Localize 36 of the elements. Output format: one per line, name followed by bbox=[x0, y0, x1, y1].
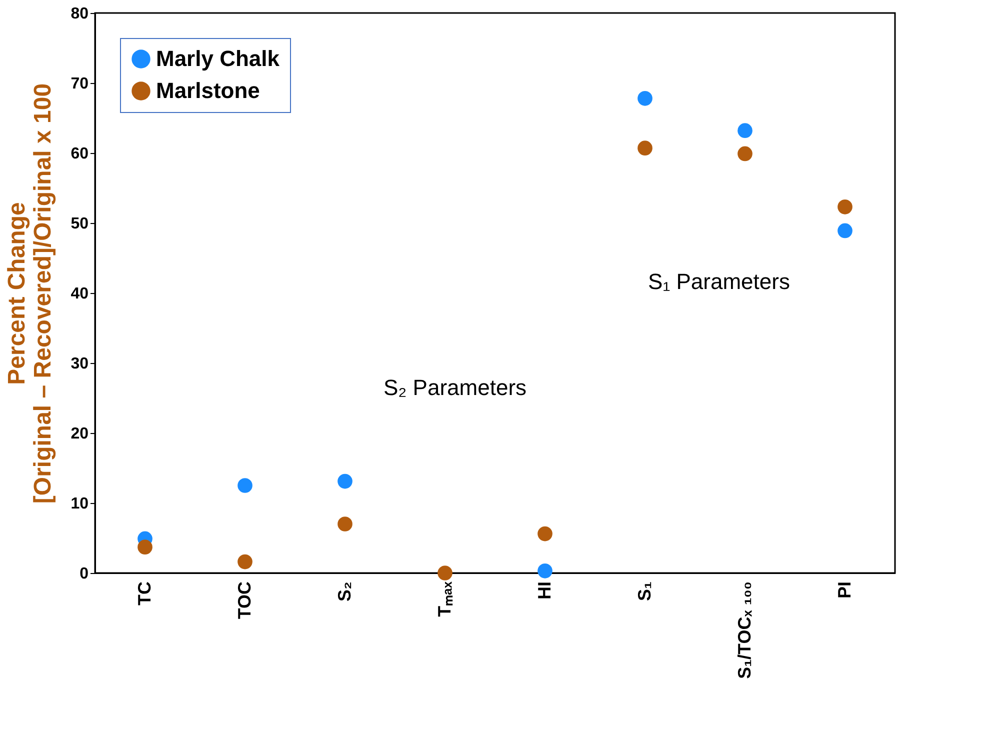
point bbox=[338, 474, 352, 489]
x-tick-label: TC bbox=[134, 582, 154, 606]
y-tick-label: 20 bbox=[70, 426, 89, 442]
y-tick-label: 30 bbox=[70, 356, 89, 372]
point bbox=[738, 146, 752, 162]
x-tick-label: S₁ bbox=[634, 582, 654, 601]
x-tick-label: S₁/TOCₓ ₁₀₀ bbox=[734, 582, 754, 679]
point bbox=[138, 540, 152, 554]
y-tick-label: 80 bbox=[70, 6, 89, 22]
point bbox=[238, 554, 252, 570]
point bbox=[638, 91, 652, 106]
y-tick-label: 70 bbox=[70, 76, 89, 92]
x-tick-label: HI bbox=[534, 582, 554, 600]
legend-label: Marlstone bbox=[156, 78, 260, 103]
y-axis-title: Percent Change [Original – Recovered]/Original x 100 bbox=[4, 83, 57, 504]
x-tick-label: S₂ bbox=[334, 582, 354, 602]
y-tick-label: 40 bbox=[70, 286, 89, 302]
y-tick-label: 60 bbox=[70, 146, 89, 162]
point bbox=[338, 516, 352, 532]
point bbox=[838, 223, 852, 238]
annotation: S₂ Parameters bbox=[383, 375, 527, 400]
x-tick-label: TOC bbox=[234, 582, 254, 620]
point bbox=[538, 526, 552, 542]
x-tick-label: PI bbox=[834, 582, 854, 599]
point bbox=[738, 123, 752, 138]
x-tick-label: Tₘₐₓ bbox=[434, 581, 454, 617]
y-tick-label: 50 bbox=[70, 216, 89, 232]
annotation: S₁ Parameters bbox=[648, 268, 790, 294]
y-tick-label: 10 bbox=[70, 496, 89, 512]
legend-label: Marly Chalk bbox=[156, 46, 280, 71]
y-tick-label: 0 bbox=[80, 566, 89, 582]
point bbox=[238, 478, 252, 493]
point bbox=[638, 140, 652, 156]
point bbox=[838, 200, 852, 214]
point bbox=[538, 564, 552, 578]
point bbox=[438, 566, 452, 580]
